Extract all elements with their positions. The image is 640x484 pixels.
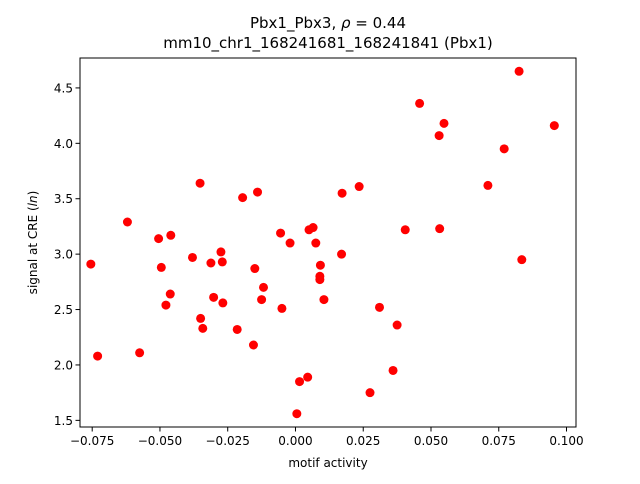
scatter-point (277, 303, 287, 313)
scatter-point (276, 228, 286, 238)
x-tick-label: 0.075 (482, 434, 516, 448)
scatter-point (374, 302, 384, 312)
scatter-point (315, 260, 325, 270)
x-tick-label: 0.000 (278, 434, 312, 448)
scatter-point (198, 323, 208, 333)
scatter-point (122, 217, 132, 227)
scatter-point (135, 348, 145, 358)
scatter-point (354, 182, 364, 192)
scatter-point (439, 118, 449, 128)
scatter-point (196, 313, 206, 323)
scatter-point (303, 372, 313, 382)
scatter-point (315, 275, 325, 285)
chart-title-line1: Pbx1_Pbx3, ρ = 0.44 (250, 14, 406, 33)
scatter-point (250, 264, 260, 274)
scatter-point (434, 131, 444, 141)
scatter-point (253, 187, 263, 197)
scatter-point (285, 238, 295, 248)
x-tick-label: 0.100 (549, 434, 583, 448)
scatter-point (248, 340, 258, 350)
x-tick-label: 0.050 (414, 434, 448, 448)
scatter-point (218, 298, 228, 308)
scatter-point (308, 223, 318, 233)
y-tick-label: 3.5 (54, 192, 73, 206)
scatter-point (483, 180, 493, 190)
scatter-point (93, 351, 103, 361)
scatter-point (388, 365, 398, 375)
y-axis-label: signal at CRE (ln) (26, 191, 40, 295)
scatter-point (165, 289, 175, 299)
scatter-point (337, 249, 347, 259)
scatter-point (257, 295, 267, 305)
scatter-point (195, 178, 205, 188)
scatter-point (206, 258, 216, 268)
x-tick-label: −0.025 (206, 434, 250, 448)
scatter-point (86, 259, 96, 269)
scatter-point (549, 121, 559, 131)
scatter-point (365, 388, 375, 398)
scatter-point (514, 66, 524, 76)
x-tick-label: −0.075 (70, 434, 114, 448)
y-tick-label: 4.0 (54, 137, 73, 151)
x-tick-label: −0.050 (138, 434, 182, 448)
scatter-point (435, 224, 445, 234)
scatter-point (258, 282, 268, 292)
scatter-point (154, 234, 164, 244)
y-tick-label: 4.5 (54, 81, 73, 95)
scatter-point (392, 320, 402, 330)
chart-title-line2: mm10_chr1_168241681_168241841 (Pbx1) (163, 34, 493, 53)
scatter-point (319, 295, 329, 305)
scatter-point (400, 225, 410, 235)
x-tick-label: 0.025 (346, 434, 380, 448)
scatter-point (499, 144, 509, 154)
scatter-point (187, 252, 197, 262)
scatter-point (415, 98, 425, 108)
scatter-point (295, 377, 305, 387)
y-tick-label: 3.0 (54, 248, 73, 262)
y-axis: 1.5 2.0 2.5 3.0 3.5 4.0 4.5 (54, 81, 80, 428)
scatter-point (311, 238, 321, 248)
scatter-point (517, 255, 527, 265)
scatter-point (238, 193, 248, 203)
scatter-point (292, 409, 302, 419)
scatter-point (156, 262, 166, 272)
axes-frame (79, 57, 577, 428)
scatter-point (217, 257, 227, 267)
plot-area (86, 66, 559, 419)
scatter-point (166, 230, 176, 240)
scatter-point (161, 300, 171, 310)
scatter-point (232, 324, 242, 334)
x-axis: −0.075 −0.050 −0.025 0.000 0.025 0.050 0.075 0.… (70, 427, 584, 448)
scatter-point (209, 292, 219, 302)
y-tick-label: 2.0 (54, 358, 73, 372)
x-axis-label: motif activity (288, 456, 367, 470)
y-tick-label: 1.5 (54, 414, 73, 428)
scatter-point (216, 247, 226, 257)
y-tick-label: 2.5 (54, 303, 73, 317)
scatter-point (337, 188, 347, 198)
